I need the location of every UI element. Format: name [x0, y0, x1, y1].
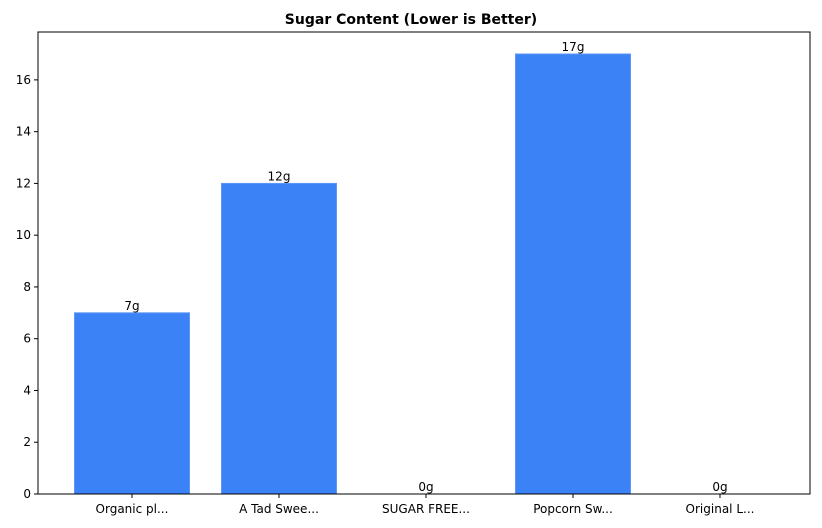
y-tick-label-4: 8: [23, 280, 31, 294]
y-tick-label-5: 10: [16, 228, 31, 242]
data-label-1: 12g: [268, 169, 291, 183]
y-tick-label-8: 16: [16, 73, 31, 87]
y-tick-label-2: 4: [23, 383, 31, 397]
x-tick-label-3: Popcorn Sw...: [533, 502, 613, 516]
chart-title: Sugar Content (Lower is Better): [285, 12, 537, 28]
x-tick-label-1: A Tad Swee...: [239, 502, 319, 516]
x-tick-label-0: Organic pl...: [96, 502, 169, 516]
data-label-2: 0g: [418, 480, 433, 494]
bar-3: [515, 53, 631, 495]
y-tick-label-1: 2: [23, 435, 31, 449]
bars-layer: [74, 53, 631, 495]
y-tick-label-0: 0: [23, 487, 31, 501]
data-labels-layer: 7g 12g 0g 17g 0g: [124, 40, 727, 494]
bar-0: [74, 312, 190, 495]
x-tick-label-2: SUGAR FREE...: [382, 502, 470, 516]
data-label-3: 17g: [562, 40, 585, 54]
y-tick-label-6: 12: [16, 176, 31, 190]
y-tick-label-3: 6: [23, 332, 31, 346]
data-label-4: 0g: [712, 480, 727, 494]
plot-frame: [37, 31, 811, 495]
bar-1: [221, 182, 337, 495]
axes-layer: Organic pl... A Tad Swee... SUGAR FREE... P…: [16, 31, 811, 516]
x-tick-label-4: Original L...: [686, 502, 755, 516]
data-label-0: 7g: [124, 299, 139, 313]
y-tick-label-7: 14: [16, 125, 31, 139]
